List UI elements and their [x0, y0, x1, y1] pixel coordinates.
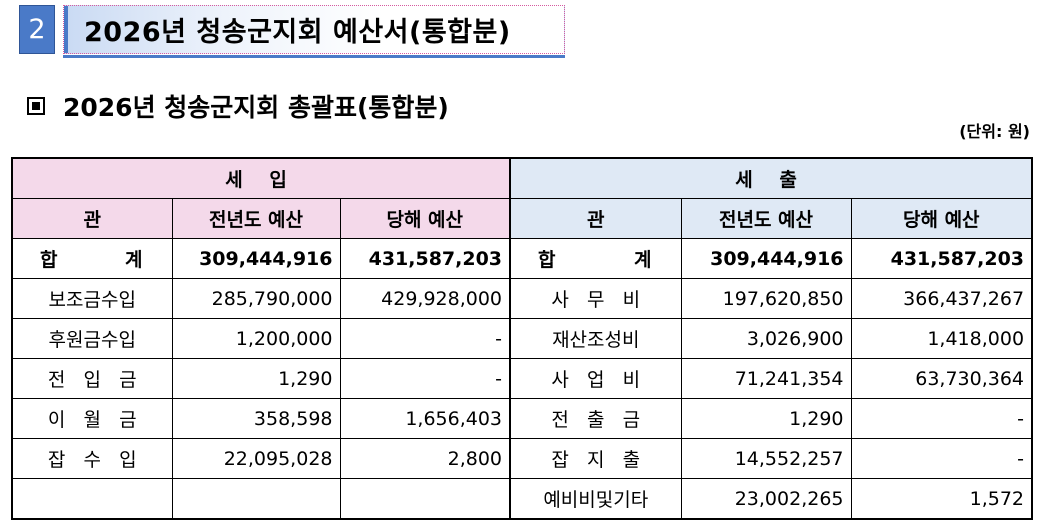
income-item-header: 관: [11, 198, 173, 239]
table-row: 이 월 금 358,598 1,656,403 전 출 금 1,290 -: [11, 398, 1033, 439]
total-label-b: 계: [634, 249, 652, 271]
expense-prev: 197,620,850: [680, 278, 852, 319]
income-curr: -: [339, 318, 512, 359]
expense-curr: 63,730,364: [850, 358, 1033, 399]
expense-curr: -: [850, 398, 1033, 439]
expense-prev: 23,002,265: [680, 478, 852, 520]
income-curr-header: 당해 예산: [339, 198, 512, 239]
income-group-header: 세 입: [11, 157, 512, 199]
income-curr: -: [339, 358, 512, 399]
table-row: 잡 수 입 22,095,028 2,800 잡 지 출 14,552,257 …: [11, 438, 1033, 479]
expense-prev: 14,552,257: [680, 438, 852, 479]
income-item: 잡 수 입: [11, 438, 173, 479]
expense-curr: 1,418,000: [850, 318, 1033, 359]
income-item: 이 월 금: [11, 398, 173, 439]
income-item: 후원금수입: [11, 318, 173, 359]
section-title: 2026년 청송군지회 총괄표(통합분): [63, 93, 449, 122]
expense-curr: -: [850, 438, 1033, 479]
expense-curr-header: 당해 예산: [850, 198, 1033, 239]
group-header-row: 세 입 세 출: [11, 157, 1033, 199]
income-prev: 358,598: [171, 398, 341, 439]
expense-item: 잡 지 출: [509, 438, 682, 479]
square-bullet-icon: [27, 97, 45, 115]
expense-prev: 3,026,900: [680, 318, 852, 359]
expense-curr: 1,572: [850, 478, 1033, 520]
section-heading: 2026년 청송군지회 총괄표(통합분): [27, 88, 449, 124]
income-item: 전 입 금: [11, 358, 173, 399]
total-label-a: 합: [538, 249, 556, 271]
expense-item: 사 무 비: [509, 278, 682, 319]
section-number-badge: 2: [19, 5, 55, 54]
expense-curr: 366,437,267: [850, 278, 1033, 319]
income-curr: 2,800: [339, 438, 512, 479]
table-row: 보조금수입 285,790,000 429,928,000 사 무 비 197,…: [11, 278, 1033, 319]
income-prev-header: 전년도 예산: [171, 198, 341, 239]
expense-item: 재산조성비: [509, 318, 682, 359]
expense-item: 예비비및기타: [509, 478, 682, 520]
income-curr: 1,656,403: [339, 398, 512, 439]
expense-prev-header: 전년도 예산: [680, 198, 852, 239]
expense-item: 사 업 비: [509, 358, 682, 399]
expense-prev: 71,241,354: [680, 358, 852, 399]
income-curr: 429,928,000: [339, 278, 512, 319]
total-label-a: 합: [40, 249, 58, 271]
income-item: [11, 478, 173, 520]
column-header-row: 관 전년도 예산 당해 예산 관 전년도 예산 당해 예산: [11, 198, 1033, 239]
income-prev: [171, 478, 341, 520]
income-prev: 285,790,000: [171, 278, 341, 319]
title-underline: [63, 55, 565, 58]
income-prev: 1,290: [171, 358, 341, 399]
income-item: 보조금수입: [11, 278, 173, 319]
title-accent-bar: [64, 6, 68, 53]
income-total-curr: 431,587,203: [339, 238, 512, 279]
income-group-label: 세 입: [225, 169, 297, 191]
income-prev: 1,200,000: [171, 318, 341, 359]
expense-prev: 1,290: [680, 398, 852, 439]
expense-total-prev: 309,444,916: [680, 238, 852, 279]
expense-group-header: 세 출: [509, 157, 1033, 199]
table-row: 예비비및기타 23,002,265 1,572: [11, 478, 1033, 520]
unit-label: (단위: 원): [959, 122, 1030, 141]
table-row: 전 입 금 1,290 - 사 업 비 71,241,354 63,730,36…: [11, 358, 1033, 399]
income-total-prev: 309,444,916: [171, 238, 341, 279]
expense-group-label: 세 출: [735, 169, 807, 191]
table-row: 후원금수입 1,200,000 - 재산조성비 3,026,900 1,418,…: [11, 318, 1033, 359]
income-curr: [339, 478, 512, 520]
expense-total-curr: 431,587,203: [850, 238, 1033, 279]
income-prev: 22,095,028: [171, 438, 341, 479]
expense-item: 전 출 금: [509, 398, 682, 439]
document-title-box: 2026년 청송군지회 예산서(통합분): [63, 5, 565, 54]
expense-item-header: 관: [509, 198, 682, 239]
section-number: 2: [28, 14, 46, 45]
total-label-b: 계: [125, 249, 143, 271]
document-title: 2026년 청송군지회 예산서(통합분): [84, 17, 511, 48]
